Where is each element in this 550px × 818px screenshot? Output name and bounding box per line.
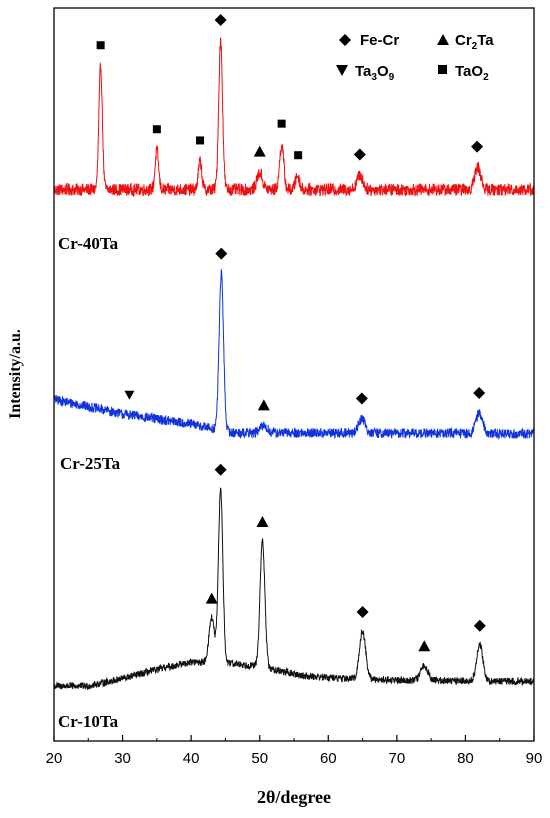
peak-marker-diamond-icon <box>356 605 369 618</box>
triangle-down-icon <box>336 65 348 76</box>
peak-marker-square-icon <box>196 136 205 145</box>
x-tick-label: 60 <box>320 750 337 767</box>
peak-marker-diamond-icon <box>473 619 486 632</box>
peak-marker-square-icon <box>277 119 286 128</box>
x-tick-label: 80 <box>457 750 474 767</box>
x-tick-label: 20 <box>46 750 63 767</box>
peak-marker-diamond-icon <box>471 140 484 153</box>
peak-marker-diamond-icon <box>355 392 368 405</box>
triangle-up-icon <box>437 34 449 45</box>
peak-marker-triangle-up-icon <box>253 145 266 157</box>
peak-marker-triangle-up-icon <box>205 592 218 604</box>
series-layer <box>53 37 535 691</box>
legend-label-ta3o9: Ta3O9 <box>355 63 395 83</box>
series-label-cr-40ta: Cr-40Ta <box>58 234 119 253</box>
legend-item-cr2ta: Cr2Ta <box>437 32 494 52</box>
x-axis-label: 2θ/degree <box>257 787 331 807</box>
series-label-cr-10ta: Cr-10Ta <box>58 712 119 731</box>
series-line-cr-40ta <box>53 37 535 198</box>
legend-item-ta3o9: Ta3O9 <box>336 63 395 83</box>
x-tick-label: 70 <box>389 750 406 767</box>
peak-marker-triangle-up-icon <box>256 516 269 527</box>
peak-marker-square-icon <box>96 41 105 50</box>
y-axis-label: Intensity/a.u. <box>7 329 24 419</box>
legend-item-tao2: TaO2 <box>438 63 489 83</box>
peak-marker-diamond-icon <box>214 14 227 27</box>
diamond-icon <box>339 34 351 46</box>
peak-marker-diamond-icon <box>473 386 486 399</box>
legend-label-cr2ta: Cr2Ta <box>455 32 494 52</box>
peak-marker-square-icon <box>152 125 161 134</box>
x-tick-layer: 20 30 40 50 60 70 80 90 <box>46 735 543 767</box>
peak-marker-triangle-up-icon <box>257 399 270 411</box>
legend-label-tao2: TaO2 <box>455 63 489 83</box>
x-tick-label: 90 <box>526 750 543 767</box>
x-tick-label: 40 <box>183 750 200 767</box>
peak-marker-diamond-icon <box>353 148 366 161</box>
marker-layer <box>96 14 486 652</box>
x-tick-label: 50 <box>251 750 268 767</box>
series-line-cr-25ta <box>53 269 535 440</box>
peak-marker-triangle-up-icon <box>418 640 431 652</box>
legend-item-fe-cr: Fe-Cr <box>339 32 399 49</box>
peak-marker-square-icon <box>294 151 303 160</box>
series-line-cr-10ta <box>53 487 535 691</box>
peak-marker-diamond-icon <box>214 463 227 476</box>
peak-marker-triangle-down-icon <box>124 390 135 400</box>
square-icon <box>438 65 447 74</box>
peak-marker-diamond-icon <box>215 247 228 260</box>
legend: Fe-Cr Cr2Ta Ta3O9 TaO2 <box>336 32 494 83</box>
x-tick-label: 30 <box>114 750 131 767</box>
legend-label-fe-cr: Fe-Cr <box>360 32 399 49</box>
series-label-cr-25ta: Cr-25Ta <box>60 454 121 473</box>
plot-frame <box>53 7 535 742</box>
